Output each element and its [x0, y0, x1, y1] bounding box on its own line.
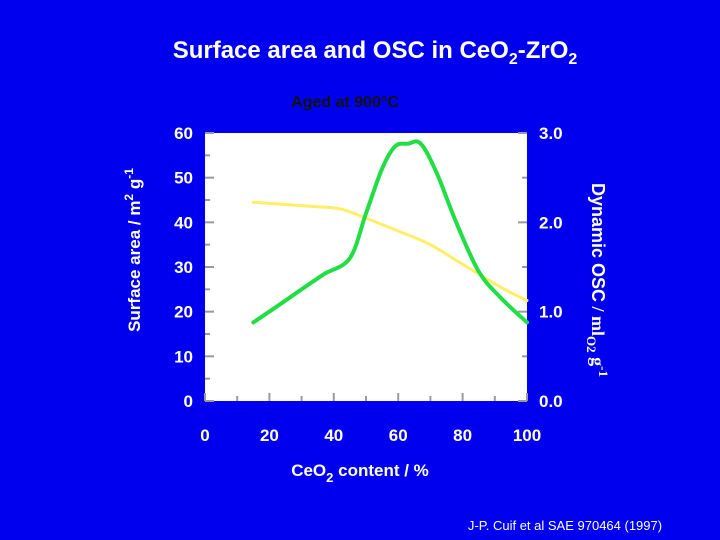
x-tick-label: 0 — [200, 426, 209, 445]
y-right-label-g: g — [588, 353, 608, 367]
y-axis-right-label: Dynamic OSC / mlO2 g-1 — [584, 183, 611, 377]
y-left-label-g: g — [125, 179, 144, 194]
y-left-tick-label: 50 — [174, 169, 193, 188]
y-axis-left-label: Surface area / m2 g-1 — [122, 168, 144, 332]
y-left-tick-label: 40 — [174, 213, 193, 232]
y-right-label-text: Dynamic OSC — [588, 183, 608, 302]
y-right-sub-o2: O2 — [584, 336, 599, 353]
y-right-tick-label: 3.0 — [539, 124, 563, 143]
y-right-sup-neg1: -1 — [596, 366, 611, 377]
title-part-zr: -Zr — [518, 37, 550, 64]
x-tick-label: 60 — [389, 426, 408, 445]
y-left-tick-label: 10 — [174, 347, 193, 366]
title-part-surface: Surface area and OSC in Ce — [173, 37, 490, 64]
y-left-label-text: Surface area / m — [125, 201, 144, 332]
y-left-tick-label: 0 — [184, 392, 193, 411]
series-layer — [251, 139, 529, 325]
y-left-tick-label: 20 — [174, 303, 193, 322]
y-right-tick-label: 1.0 — [539, 303, 563, 322]
x-tick-label: 80 — [453, 426, 472, 445]
x-label-rest: content / % — [333, 461, 428, 480]
x-axis-label: CeO2 content / % — [291, 461, 429, 485]
y-right-label-ml: / ml — [588, 302, 608, 336]
y-right-tick-label: 2.0 — [539, 213, 563, 232]
citation: J-P. Cuif et al SAE 970464 (1997) — [468, 518, 662, 533]
tick-labels: 0 10 20 30 40 50 60 0.0 1.0 2.0 3.0 0 20 40 60 80 100 — [174, 124, 563, 445]
title-part-o2: O — [550, 37, 569, 64]
x-label-ce: CeO — [291, 461, 326, 480]
y-left-sup-neg1: -1 — [122, 168, 136, 179]
chart-title: Surface area and OSC in CeO2-ZrO2 — [173, 37, 578, 68]
x-label-sub-2: 2 — [326, 470, 333, 485]
title-part-o1: O — [490, 37, 509, 64]
y-left-sup-2: 2 — [122, 194, 136, 201]
x-tick-label: 100 — [513, 426, 541, 445]
x-tick-label: 40 — [324, 426, 343, 445]
y-left-tick-label: 30 — [174, 258, 193, 277]
y-right-tick-label: 0.0 — [539, 392, 563, 411]
plot-area — [205, 133, 527, 401]
title-sub-2a: 2 — [509, 51, 518, 68]
chart-subtitle: Aged at 900°C — [291, 94, 399, 111]
y-left-tick-label: 60 — [174, 124, 193, 143]
series-line-dynamic-osc — [251, 139, 529, 325]
x-tick-label: 20 — [260, 426, 279, 445]
title-sub-2b: 2 — [568, 51, 577, 68]
axis-ticks — [204, 132, 528, 402]
